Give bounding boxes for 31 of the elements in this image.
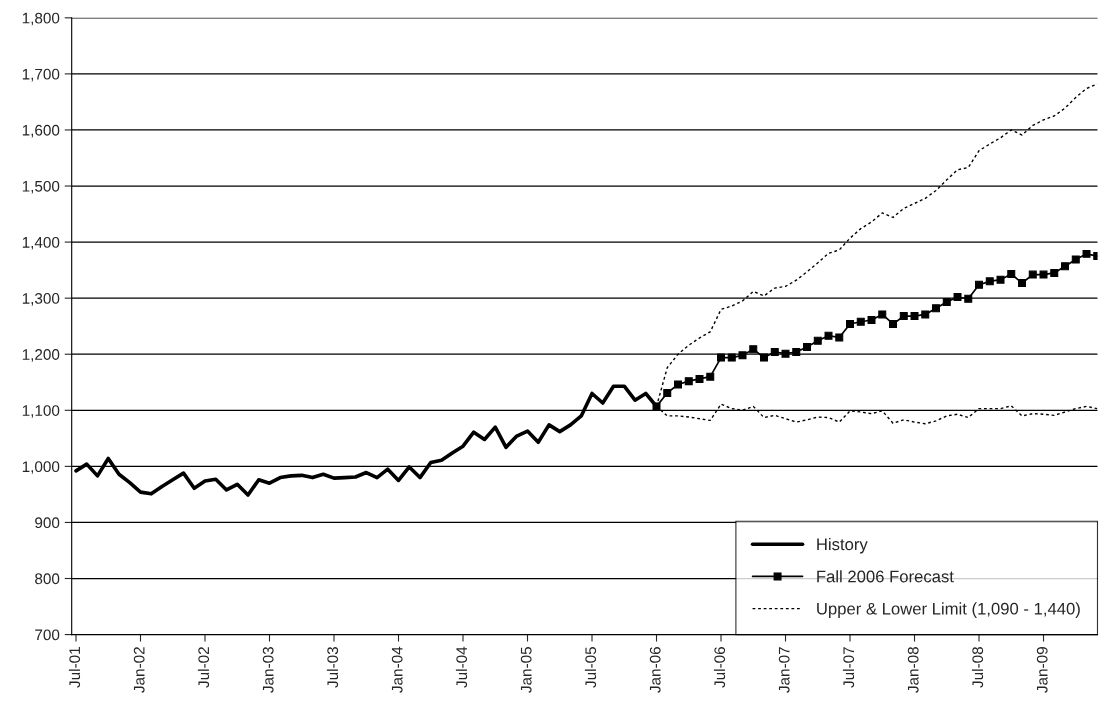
x-tick-label: Jul-02 [197,647,210,688]
x-tick-label: Jan-03 [262,647,274,693]
legend-label: History [817,537,868,554]
x-tick-label: Jan-06 [649,647,661,693]
y-tick-label: 1,300 [22,293,60,306]
x-tick-label: Jul-08 [971,647,984,688]
x-tick-label: Jul-05 [584,647,597,688]
y-tick-label: 1,200 [22,349,60,362]
y-tick-label: 1,500 [22,180,60,194]
y-tick-label: 1,400 [22,236,60,250]
y-tick-label: 700 [35,629,60,641]
y-tick-label: 1,700 [22,68,60,82]
x-tick-label: Jan-02 [133,647,145,693]
x-tick-label: Jul-06 [713,647,726,688]
x-tick-label: Jul-04 [455,646,468,688]
y-tick-label: 900 [35,517,60,529]
x-tick-label: Jan-05 [520,647,532,693]
y-tick-label: 1,600 [22,124,60,138]
y-tick-label: 1,100 [22,405,60,418]
y-tick-label: 1,800 [22,12,60,26]
y-tick-label: 800 [35,573,60,585]
x-tick-label: Jan-04 [391,646,403,693]
x-tick-label: Jan-09 [1036,647,1048,693]
y-tick-label: 1,000 [22,461,60,474]
legend-label: Upper & Lower Limit (1,090 - 1,440) [817,602,1080,618]
x-tick-label: Jan-07 [778,647,790,693]
legend-label: Fall 2006 Forecast [817,570,954,583]
x-tick-label: Jul-03 [326,647,339,688]
x-tick-label: Jul-07 [842,647,855,688]
x-tick-label: Jan-08 [907,647,919,693]
x-tick-label: Jul-01 [68,647,81,688]
